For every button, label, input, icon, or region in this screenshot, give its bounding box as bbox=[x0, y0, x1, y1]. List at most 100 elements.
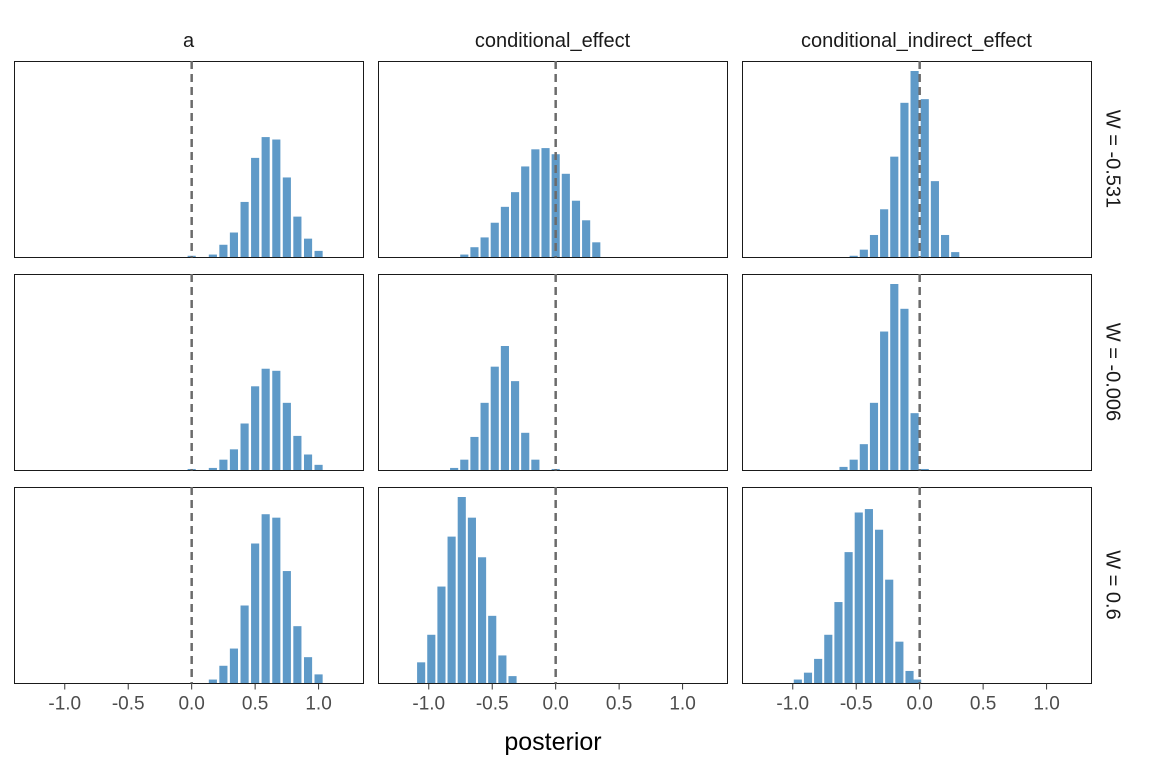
panel-conditional-effect-w-0-531 bbox=[378, 61, 728, 258]
histogram-bar bbox=[849, 459, 858, 470]
histogram-bar bbox=[460, 254, 469, 257]
x-tick-label: -0.5 bbox=[840, 694, 873, 715]
histogram-bar bbox=[592, 242, 601, 257]
panel-a-w-0-531 bbox=[14, 61, 364, 258]
histogram-bar bbox=[251, 543, 260, 683]
panel-conditional-indirect-effect-w-0-006 bbox=[742, 274, 1092, 471]
histogram-bar bbox=[874, 529, 884, 683]
histogram-bar bbox=[910, 413, 919, 470]
histogram-bar bbox=[261, 368, 270, 470]
histogram-bar bbox=[920, 99, 929, 257]
x-axis-conditional-effect: -1.0 -0.5 0.0 0.5 1.0 bbox=[412, 683, 696, 715]
histogram-bar bbox=[849, 255, 858, 257]
histogram-bar bbox=[293, 435, 302, 470]
histogram-bar bbox=[460, 459, 469, 470]
x-tick-label: 1.0 bbox=[669, 694, 695, 715]
histogram-bar bbox=[500, 206, 509, 257]
histogram-bar bbox=[251, 157, 260, 257]
histogram-bar bbox=[895, 641, 904, 683]
histogram-bar bbox=[869, 234, 879, 257]
histogram-bar bbox=[880, 209, 889, 257]
histogram-bar bbox=[219, 459, 228, 470]
histogram-bar bbox=[240, 201, 249, 257]
panel-frame bbox=[378, 487, 728, 684]
histogram-bar bbox=[272, 370, 281, 470]
histogram-bar bbox=[890, 156, 899, 257]
histogram-bar bbox=[803, 672, 813, 683]
histogram-bar bbox=[890, 284, 899, 470]
x-tick-label: 0.0 bbox=[178, 694, 204, 715]
histogram-bar bbox=[582, 220, 591, 257]
histogram-bar bbox=[457, 497, 466, 683]
facet-panels bbox=[14, 61, 1092, 684]
histogram-bar bbox=[417, 662, 426, 683]
histogram-bar bbox=[477, 557, 487, 683]
x-axis-title: posterior bbox=[504, 728, 601, 756]
histogram-bar bbox=[470, 436, 479, 470]
histogram-bar bbox=[208, 467, 217, 470]
x-tick-label: 1.0 bbox=[305, 694, 331, 715]
histogram-bar bbox=[314, 674, 323, 683]
x-tick-label: -0.5 bbox=[476, 694, 509, 715]
histogram-bar bbox=[571, 200, 581, 257]
histogram-bar bbox=[920, 468, 929, 470]
histogram-bar bbox=[437, 586, 446, 683]
histogram-bar bbox=[261, 137, 270, 257]
histogram-bar bbox=[561, 173, 570, 257]
histogram-bar bbox=[293, 626, 302, 683]
histogram-bar bbox=[251, 386, 260, 470]
histogram-bar bbox=[913, 679, 922, 683]
histogram-bar bbox=[447, 536, 456, 683]
panel-conditional-effect-w-0-6 bbox=[378, 487, 728, 684]
histogram-bar bbox=[219, 244, 228, 257]
histogram-bar bbox=[541, 148, 550, 257]
histogram-bar bbox=[480, 237, 489, 257]
histogram-bar bbox=[229, 648, 239, 683]
histogram-bar bbox=[208, 679, 217, 683]
x-tick-label: 0.5 bbox=[970, 694, 996, 715]
histogram-bar bbox=[531, 149, 540, 257]
histogram-bar bbox=[282, 402, 291, 470]
histogram-bar bbox=[500, 346, 509, 470]
histogram-bar bbox=[885, 579, 894, 683]
histogram-bar bbox=[930, 181, 939, 257]
histogram-bar bbox=[450, 467, 459, 470]
histogram-bar bbox=[521, 432, 530, 470]
histogram-bar bbox=[314, 250, 323, 257]
x-axis-conditional-indirect-effect: -1.0 -0.5 0.0 0.5 1.0 bbox=[776, 683, 1060, 715]
column-strip-label-conditional-indirect-effect: conditional_indirect_effect bbox=[801, 30, 1032, 52]
x-tick-label: -1.0 bbox=[776, 694, 809, 715]
row-strip-label-w-0-006: W = -0.006 bbox=[1102, 323, 1124, 421]
histogram-bar bbox=[951, 252, 960, 257]
panel-frame bbox=[14, 487, 364, 684]
histogram-bar bbox=[869, 402, 879, 470]
histogram-bar bbox=[272, 139, 281, 257]
histogram-bar bbox=[240, 605, 249, 683]
x-axis-a: -1.0 -0.5 0.0 0.5 1.0 bbox=[48, 683, 332, 715]
histogram-bar bbox=[219, 665, 228, 683]
histogram-bar bbox=[229, 449, 239, 470]
histogram-bar bbox=[859, 249, 868, 257]
histogram-bar bbox=[839, 466, 848, 470]
histogram-bar bbox=[427, 634, 436, 683]
column-strip-label-conditional-effect: conditional_effect bbox=[475, 30, 631, 52]
histogram-bar bbox=[859, 444, 868, 470]
x-axes: -1.0 -0.5 0.0 0.5 1.0 -1.0 -0.5 0.0 0.5 1.0 -1.0 -0… bbox=[48, 683, 1060, 715]
histogram-bar bbox=[531, 459, 540, 470]
histogram-bar bbox=[498, 655, 507, 683]
histogram-bar bbox=[844, 552, 853, 683]
histogram-bar bbox=[824, 634, 833, 683]
column-strip-label-a: a bbox=[183, 30, 195, 52]
histogram-bar bbox=[900, 308, 909, 470]
histogram-bar bbox=[793, 679, 802, 683]
histogram-bar bbox=[834, 602, 843, 683]
row-strip-label-w-0-531: W = -0.531 bbox=[1102, 110, 1124, 208]
x-tick-label: 0.0 bbox=[542, 694, 568, 715]
histogram-bar bbox=[480, 402, 489, 470]
panel-frame bbox=[742, 487, 1092, 684]
histogram-bar bbox=[490, 222, 499, 257]
panel-a-w-0-006 bbox=[14, 274, 364, 471]
histogram-bar bbox=[261, 514, 270, 683]
x-tick-label: -1.0 bbox=[412, 694, 445, 715]
